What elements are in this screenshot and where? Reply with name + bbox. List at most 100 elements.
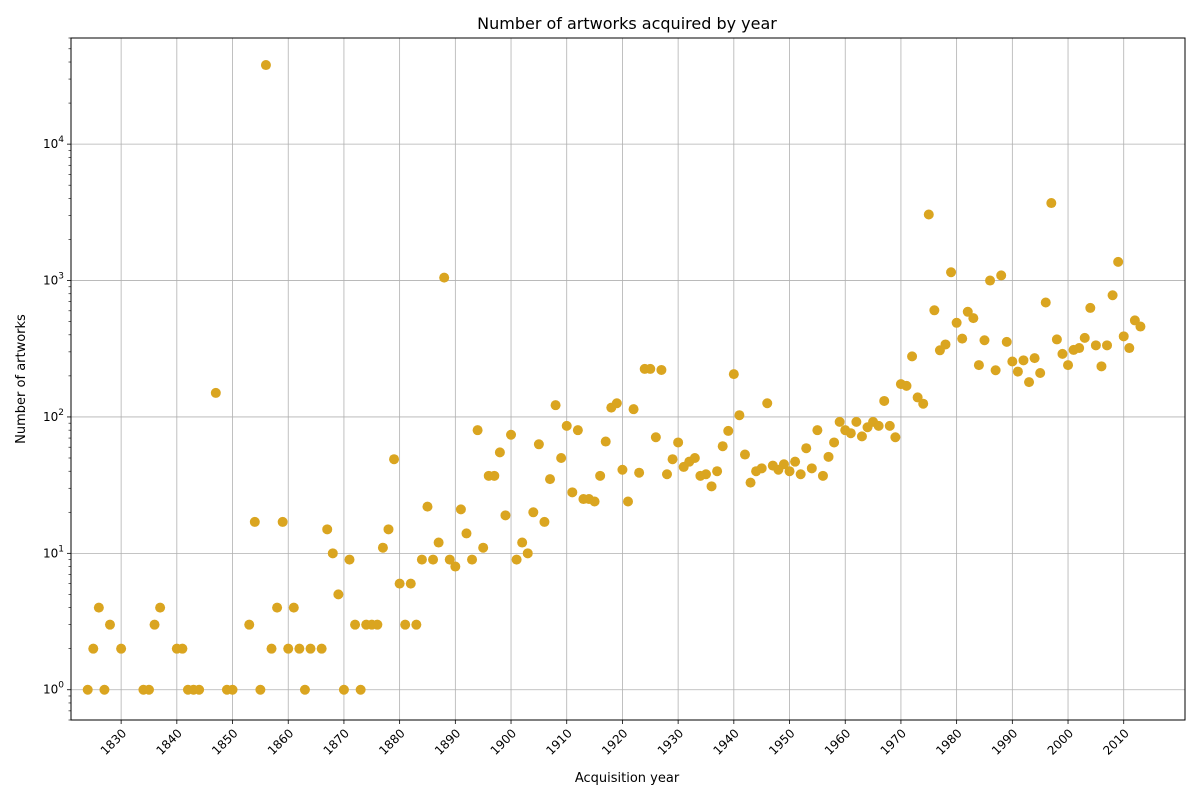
data-point [194,684,205,695]
data-point [823,451,834,462]
data-point [990,365,1001,376]
data-point [522,548,533,559]
data-point [923,209,934,220]
data-point [600,436,611,447]
data-point [918,398,929,409]
data-point [539,516,550,527]
x-tick-label: 1860 [265,726,296,757]
data-point [316,643,327,654]
data-point [611,398,622,409]
data-point [656,364,667,375]
data-point [1090,340,1101,351]
x-tick-label: 1890 [432,726,463,757]
data-point [556,453,567,464]
data-point [255,684,266,695]
data-point [455,504,466,515]
data-point [99,684,110,695]
x-tick-label: 2000 [1045,726,1076,757]
data-point [506,429,517,440]
x-tick-label: 1970 [878,726,909,757]
x-tick-label: 1840 [153,726,184,757]
data-point [589,496,600,507]
data-point [422,501,433,512]
data-point [104,619,115,630]
data-point [344,554,355,565]
data-point [907,351,918,362]
data-point [890,432,901,443]
data-point [661,469,672,480]
data-point [450,561,461,572]
data-point [500,510,511,521]
data-point [283,643,294,654]
data-point [1085,302,1096,313]
data-point [628,404,639,415]
data-point [567,487,578,498]
y-tick-label: 104 [43,135,64,151]
data-point [389,454,400,465]
data-point [116,643,127,654]
data-point [1040,297,1051,308]
x-tick-label: 1900 [488,726,519,757]
data-point [667,454,678,465]
data-point [1113,256,1124,267]
x-tick-label: 1870 [321,726,352,757]
data-point [834,416,845,427]
x-tick-label: 1930 [655,726,686,757]
data-point [1051,334,1062,345]
data-point [82,684,93,695]
chart-title: Number of artworks acquired by year [477,14,777,33]
data-point [756,463,767,474]
data-point [784,466,795,477]
plot-area-frame [70,37,1186,721]
data-point [712,466,723,477]
x-tick-label: 1990 [989,726,1020,757]
data-point [845,428,856,439]
data-point [272,602,283,613]
data-point [946,267,957,278]
data-point [305,643,316,654]
data-point [377,542,388,553]
x-tick-label: 1850 [209,726,240,757]
data-point [355,684,366,695]
data-point [88,643,99,654]
data-point [790,456,801,467]
x-tick-label: 1920 [599,726,630,757]
data-point [650,432,661,443]
x-tick-label: 2010 [1100,726,1131,757]
x-tick-label: 1940 [710,726,741,757]
data-point [177,643,188,654]
y-tick-label: 103 [43,272,64,288]
data-point [700,469,711,480]
data-point [400,619,411,630]
y-tick-label: 100 [43,681,64,697]
data-point [461,528,472,539]
data-point [985,275,996,286]
data-point [1118,331,1129,342]
data-point [1074,343,1085,354]
data-point [634,467,645,478]
data-point [851,416,862,427]
data-point [1046,198,1057,209]
data-point [856,431,867,442]
data-point [957,333,968,344]
x-tick-label: 1950 [766,726,797,757]
data-point [951,317,962,328]
data-point [1057,348,1068,359]
data-point [929,305,940,316]
data-point [350,619,361,630]
axis-ticks: 1830 1840 1850 1860 1870 1880 1890 1900 1910 1920… [43,37,1132,758]
data-point [1107,290,1118,301]
data-point [394,578,405,589]
data-point [294,643,305,654]
data-point [517,537,528,548]
data-point [528,507,539,518]
data-point [1029,353,1040,364]
data-point [143,684,154,695]
data-point [623,496,633,507]
data-point [149,619,160,630]
data-point [723,425,734,436]
data-point [1024,377,1035,388]
data-points [82,60,1146,695]
